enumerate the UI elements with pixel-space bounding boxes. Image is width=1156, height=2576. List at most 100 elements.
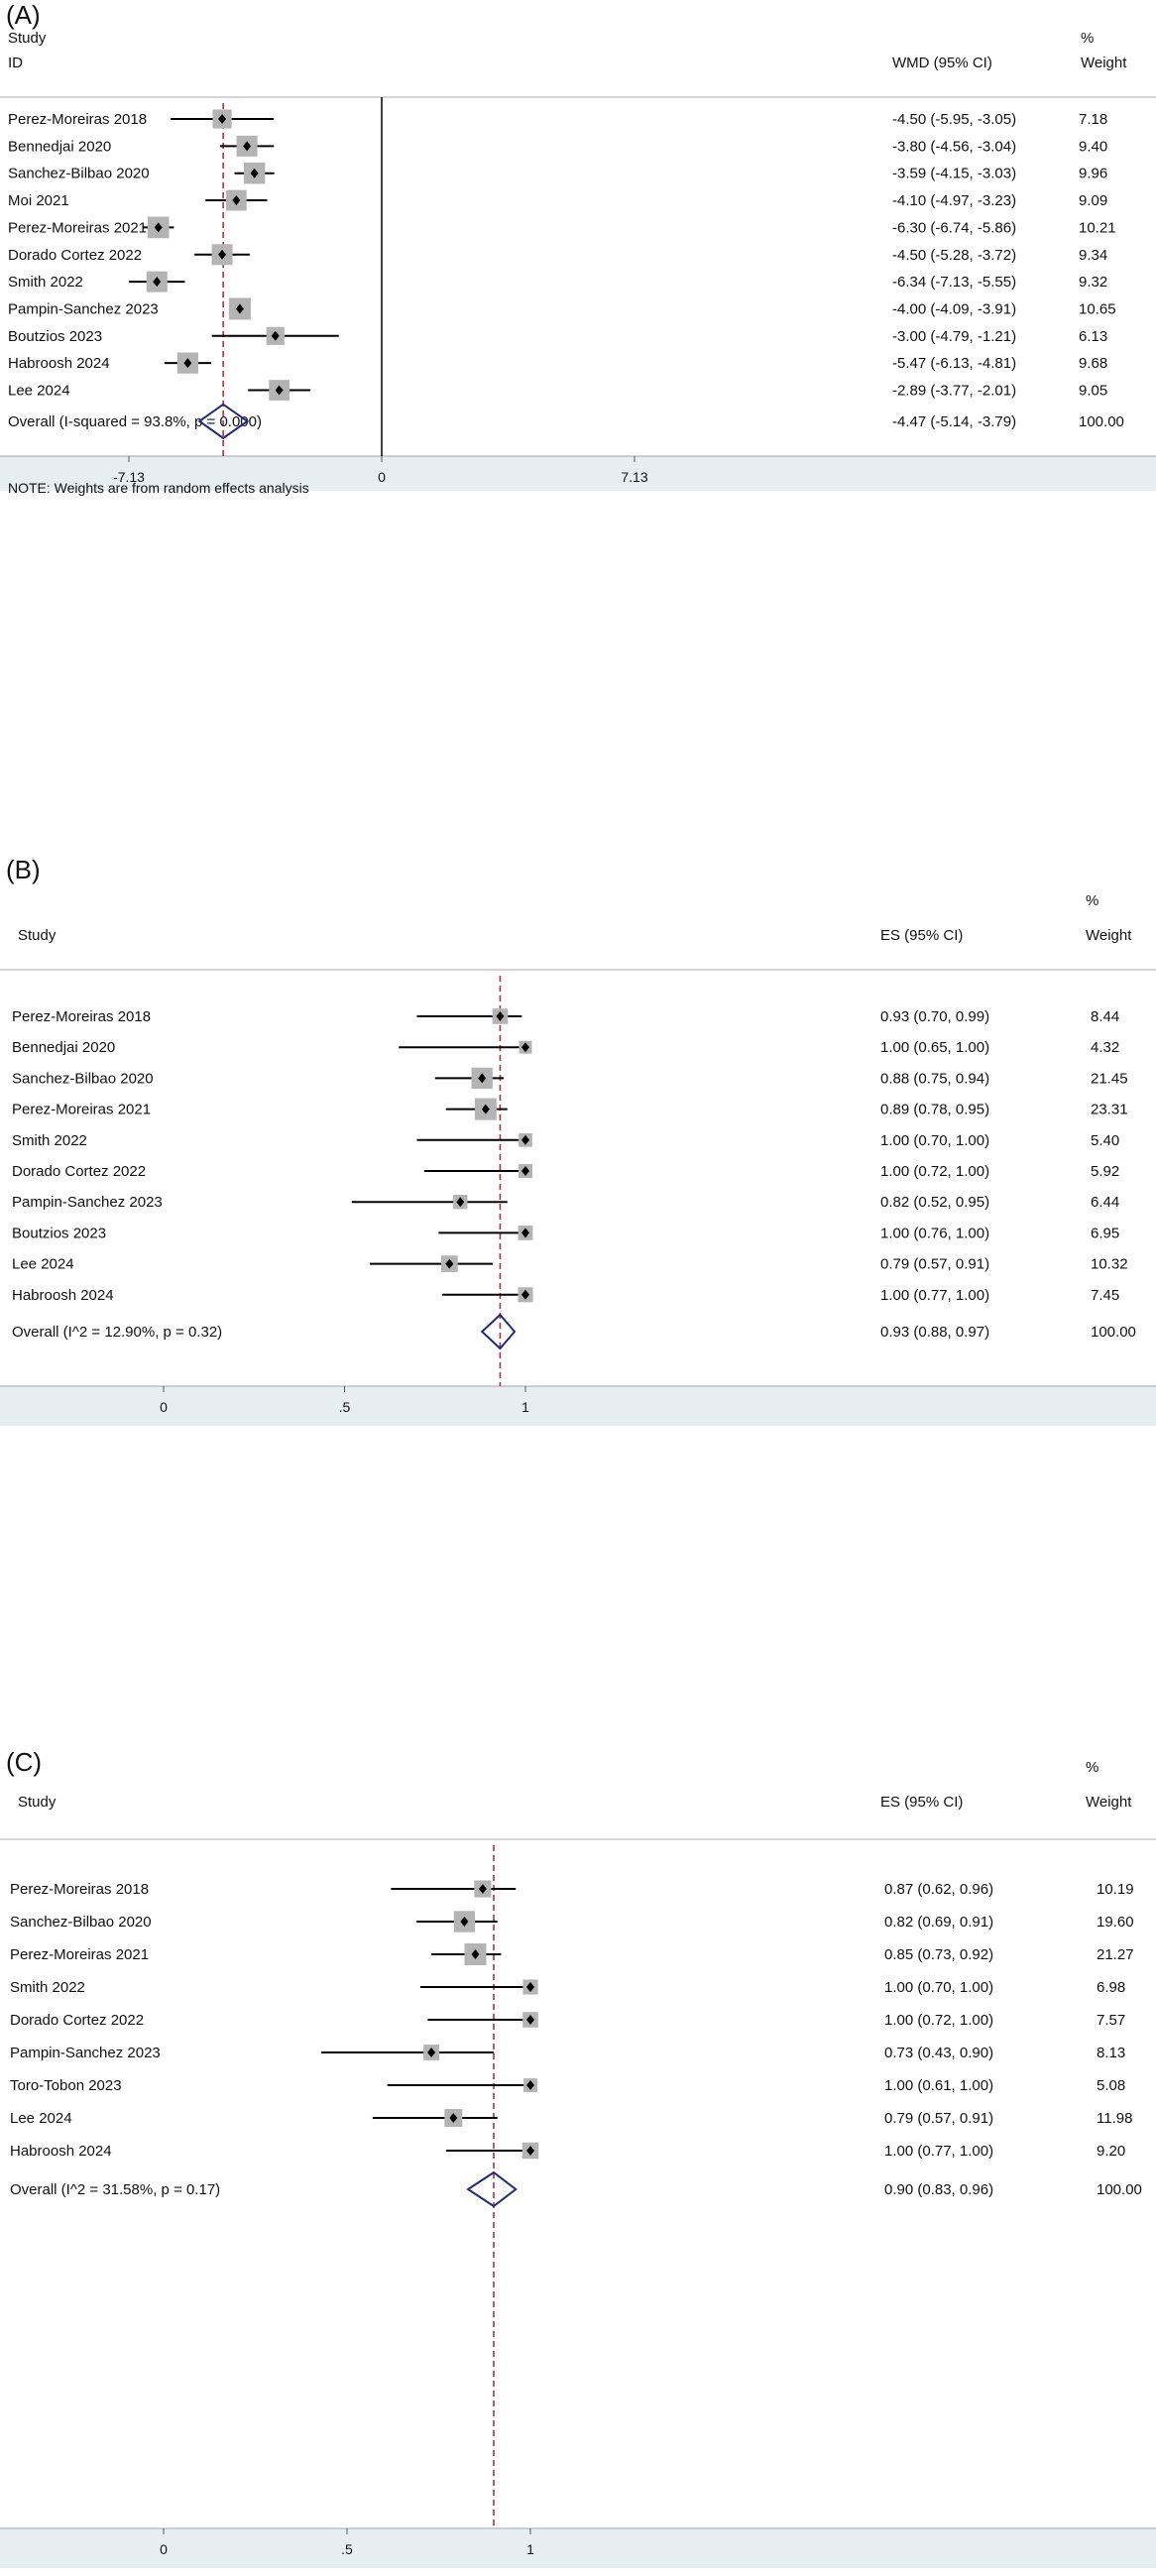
weight-value: 10.21 [1079, 219, 1116, 236]
header-weight-label: Weight [1086, 1794, 1132, 1811]
effect-ci-value: 0.85 (0.73, 0.92) [884, 1946, 993, 1963]
weight-value: 7.18 [1079, 111, 1107, 128]
study-label: Bennedjai 2020 [12, 1039, 115, 1056]
point-estimate-marker [478, 1884, 487, 1894]
effect-ci-value: -3.59 (-4.15, -3.03) [892, 166, 1016, 182]
effect-ci-value: 1.00 (0.70, 1.00) [880, 1132, 989, 1149]
weight-value: 21.27 [1097, 1946, 1134, 1963]
panel-label: (A) [6, 0, 41, 30]
weight-value: 10.19 [1097, 1881, 1134, 1898]
overall-diamond [466, 2170, 518, 2208]
point-estimate-marker [183, 358, 192, 369]
weight-value: 5.08 [1097, 2077, 1125, 2094]
weight-value: 10.32 [1091, 1256, 1128, 1273]
effect-ci-value: 0.82 (0.52, 0.95) [880, 1194, 989, 1211]
effect-ci-value: -4.50 (-5.28, -3.72) [892, 247, 1016, 264]
effect-ci-value: 0.88 (0.75, 0.94) [880, 1070, 989, 1087]
header-study-label: Study [18, 927, 57, 944]
forest-plot-b: (B)% Study ES (95% CI) Weight 0 .5 1 Perez-More… [0, 855, 1156, 1426]
point-estimate-marker [243, 141, 252, 152]
header-study-label: Study [18, 1794, 57, 1811]
header-percent-label: % [1086, 1759, 1098, 1776]
x-tick-label: 1 [521, 1399, 529, 1415]
study-label: Pampin-Sanchez 2023 [8, 300, 159, 317]
point-estimate-marker [521, 1228, 529, 1238]
x-tick-label: 0 [160, 2541, 168, 2557]
study-label: Smith 2022 [8, 274, 83, 291]
weight-value: 19.60 [1097, 1914, 1134, 1931]
x-tick-label: 1 [526, 2541, 534, 2557]
effect-ci-value: 1.00 (0.77, 1.00) [884, 2143, 993, 2160]
header-weight-label: Weight [1086, 927, 1132, 944]
study-label: Lee 2024 [8, 383, 70, 400]
study-label: Lee 2024 [10, 2110, 72, 2127]
study-label: Boutzios 2023 [12, 1225, 106, 1241]
header-percent-label: % [1081, 30, 1094, 47]
effect-ci-value: -3.80 (-4.56, -3.04) [892, 138, 1016, 155]
weight-value: 9.05 [1079, 383, 1107, 400]
study-label: Perez-Moreiras 2021 [10, 1946, 149, 1963]
point-estimate-marker [445, 1258, 454, 1269]
effect-ci-value: 0.93 (0.70, 0.99) [880, 1008, 989, 1025]
weight-value: 9.68 [1079, 355, 1107, 372]
study-label: Perez-Moreiras 2018 [8, 111, 147, 128]
overall-effect-ci: 0.93 (0.88, 0.97) [880, 1324, 989, 1341]
effect-ci-value: 1.00 (0.72, 1.00) [880, 1163, 989, 1180]
x-tick-label: 7.13 [621, 469, 647, 485]
overall-label: Overall (I-squared = 93.8%, p = 0.000) [8, 413, 262, 430]
study-label: Pampin-Sanchez 2023 [10, 2045, 161, 2061]
weight-value: 9.32 [1079, 274, 1107, 291]
forest-panel-c: (C)% Study ES (95% CI) Weight 0 .5 1 Perez-More… [0, 1745, 1156, 2576]
effect-ci-value: 0.79 (0.57, 0.91) [880, 1256, 989, 1273]
point-estimate-marker [275, 385, 284, 396]
header-weight-label: Weight [1081, 55, 1127, 71]
point-estimate-marker [478, 1073, 487, 1084]
point-estimate-marker [460, 1917, 469, 1927]
point-estimate-marker [154, 222, 163, 233]
weight-value: 8.44 [1091, 1008, 1119, 1025]
effect-ci-value: 0.79 (0.57, 0.91) [884, 2110, 993, 2127]
overall-label: Overall (I^2 = 12.90%, p = 0.32) [12, 1324, 222, 1341]
forest-plot-c: (C) % Study ES (95% CI) Weight 0 .5 1 Perez-More… [0, 1747, 1156, 2568]
effect-ci-value: 1.00 (0.77, 1.00) [880, 1287, 989, 1304]
study-label: Toro-Tobon 2023 [10, 2077, 122, 2094]
point-estimate-marker [218, 114, 227, 124]
weight-value: 8.13 [1097, 2045, 1125, 2061]
study-label: Sanchez-Bilbao 2020 [10, 1914, 152, 1931]
point-estimate-marker [449, 2113, 458, 2123]
weight-value: 9.20 [1097, 2143, 1125, 2160]
weight-value: 7.45 [1091, 1287, 1119, 1304]
effect-ci-value: -5.47 (-6.13, -4.81) [892, 355, 1016, 372]
effect-ci-value: -4.50 (-5.95, -3.05) [892, 111, 1016, 128]
point-estimate-marker [526, 2015, 534, 2025]
study-label: Dorado Cortez 2022 [8, 247, 142, 264]
header-effect-label: WMD (95% CI) [892, 55, 992, 71]
study-label: Dorado Cortez 2022 [12, 1163, 146, 1180]
point-estimate-marker [271, 330, 280, 341]
point-estimate-marker [521, 1134, 529, 1145]
study-label: Moi 2021 [8, 192, 69, 209]
weight-value: 6.44 [1091, 1194, 1119, 1211]
effect-ci-value: 1.00 (0.61, 1.00) [884, 2077, 993, 2094]
study-label: Perez-Moreiras 2018 [10, 1881, 149, 1898]
weight-value: 6.98 [1097, 1979, 1125, 1996]
study-label: Perez-Moreiras 2021 [8, 219, 147, 236]
point-estimate-marker [218, 249, 227, 260]
x-tick-label: .5 [339, 1399, 351, 1415]
study-label: Habroosh 2024 [10, 2143, 112, 2160]
header-percent-label: % [1086, 892, 1098, 909]
weight-value: 4.32 [1091, 1039, 1119, 1056]
effect-ci-value: 1.00 (0.72, 1.00) [884, 2012, 993, 2029]
effect-ci-value: -2.89 (-3.77, -2.01) [892, 383, 1016, 400]
weight-value: 7.57 [1097, 2012, 1125, 2029]
effect-ci-value: -4.10 (-4.97, -3.23) [892, 192, 1016, 209]
point-estimate-marker [526, 2146, 534, 2156]
point-estimate-marker [235, 303, 244, 314]
effect-ci-value: 0.89 (0.78, 0.95) [880, 1102, 989, 1118]
study-label: Bennedjai 2020 [8, 138, 111, 155]
weight-value: 5.92 [1091, 1163, 1119, 1180]
study-label: Perez-Moreiras 2021 [12, 1102, 151, 1118]
point-estimate-marker [496, 1011, 505, 1021]
weight-value: 6.13 [1079, 328, 1107, 345]
point-estimate-marker [427, 2048, 436, 2057]
